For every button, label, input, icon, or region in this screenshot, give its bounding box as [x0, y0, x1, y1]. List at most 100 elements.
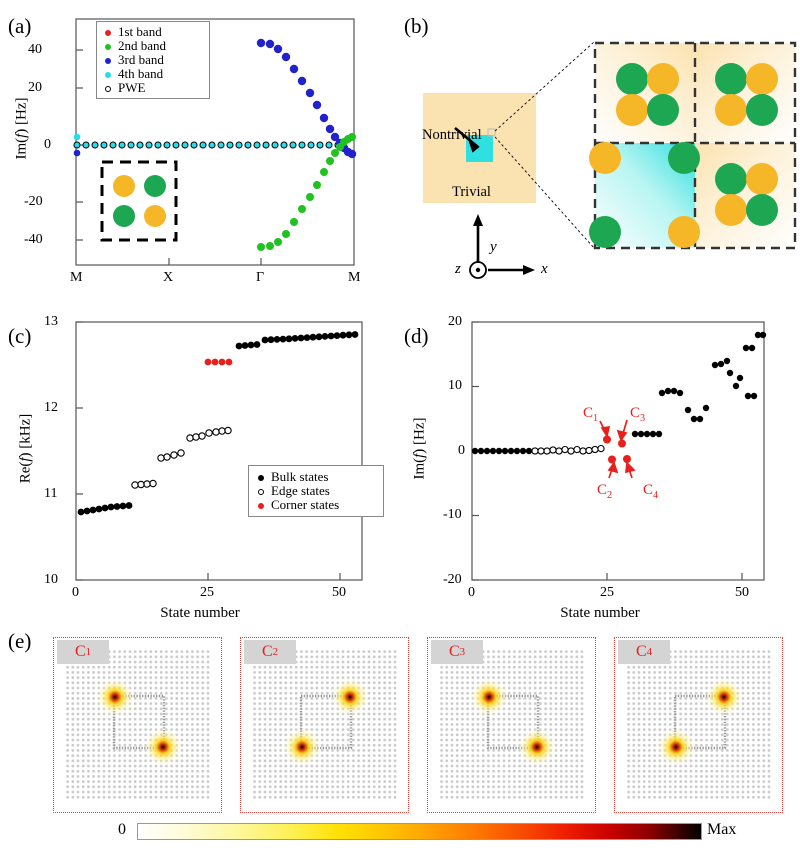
panel-c-xticks	[207, 573, 341, 580]
panel-c-ytick-2: 11	[44, 486, 58, 501]
panel-a-ytick-2: 0	[44, 137, 51, 152]
panel-d-annotation-c2: C2	[597, 482, 613, 501]
unitcell-circle-bottom-right	[144, 205, 166, 227]
panel-c-plot	[75, 321, 363, 581]
defect-square-1	[112, 694, 166, 750]
panel-c-legend: Bulk states Edge states Corner states	[248, 465, 384, 517]
ylabel-a-var: f	[13, 133, 30, 138]
legend-marker-edge-states	[254, 483, 268, 499]
panel-e-tile-1	[53, 637, 222, 813]
legend-marker-pwe	[101, 80, 115, 96]
unitcell-dashed-border	[100, 160, 178, 242]
panel-a-ytick-0: 40	[28, 42, 42, 57]
panel-d-annotation-c1: C1	[583, 405, 599, 424]
legend-item-corner-states: Corner states	[254, 497, 378, 513]
panel-e-tile-4	[614, 637, 783, 813]
panel-d-corner-series	[603, 435, 631, 464]
panel-c-label: (c)	[8, 324, 32, 348]
legend-item-pwe: PWE	[101, 80, 205, 96]
supercell-cell-br	[695, 143, 795, 248]
coordinate-axes	[469, 214, 535, 279]
panel-c-yticks	[76, 321, 83, 581]
panel-a-ytick-1: 20	[28, 80, 42, 95]
axis-x-label: x	[541, 261, 548, 277]
supercell-outer-border	[593, 41, 797, 250]
colorbar	[137, 823, 702, 840]
panel-c-xtick-1: 25	[200, 585, 214, 600]
panel-a-plot	[73, 18, 357, 266]
supercell-br-circle-3	[715, 194, 747, 226]
ylabel-d-pre: Im(	[411, 457, 428, 480]
axis-y-label: y	[490, 239, 497, 255]
field-map-2	[251, 648, 397, 800]
panel-d-xticks	[606, 573, 743, 580]
ylabel-d-var: f	[411, 453, 428, 458]
hotspot-bottom-left-2	[282, 727, 322, 767]
hotspot-bottom-left-4	[656, 727, 696, 767]
panel-a-xtick-1: X	[163, 270, 174, 285]
panel-a-unitcell-inset	[100, 160, 178, 242]
panel-c-ytick-1: 12	[44, 400, 58, 415]
supercell-br-circle-1	[715, 163, 747, 195]
panel-c-corner-series	[204, 358, 233, 366]
supercell-tr-circle-3	[715, 94, 747, 126]
hotspot-top-right-2	[330, 677, 370, 717]
panel-e-label: (e)	[8, 629, 32, 653]
panel-c-edge-series	[131, 426, 232, 489]
panel-d-ytick-0: 20	[448, 314, 462, 329]
legend-item-4th-band: 4th band	[101, 66, 205, 82]
supercell-bl-circle-4	[668, 216, 700, 248]
panel-a-ytick-3: -20	[24, 194, 43, 209]
panel-a-xtick-2: Γ	[256, 270, 265, 285]
supercell-bl-circle-2	[668, 142, 700, 174]
supercell-tl-circle-3	[616, 94, 648, 126]
legend-marker-bulk-states	[254, 469, 268, 485]
legend-label-corner-states: Corner states	[271, 497, 340, 512]
ylabel-a-pre: Im(	[13, 137, 30, 160]
lattice-dots-2	[251, 648, 397, 800]
legend-marker-4th-band	[101, 66, 115, 82]
field-map-3	[438, 648, 584, 800]
supercell-tr-circle-4	[746, 94, 778, 126]
hotspot-top-right-4	[704, 677, 744, 717]
axis-z-label: z	[455, 261, 461, 277]
panel-c-xtick-2: 50	[332, 585, 346, 600]
legend-item-edge-states: Edge states	[254, 483, 378, 499]
colorbar-min-label: 0	[118, 821, 126, 838]
panel-d-bulk-low-series	[471, 447, 533, 455]
legend-label-bulk-states: Bulk states	[271, 469, 329, 484]
legend-item-3rd-band: 3rd band	[101, 52, 205, 68]
supercell-tr-circle-1	[715, 63, 747, 95]
legend-label-3rd-band: 3rd band	[118, 52, 164, 67]
lattice-dots-4	[625, 648, 771, 800]
trivial-label: Trivial	[452, 184, 491, 200]
panel-c-ytick-3: 10	[44, 572, 58, 587]
supercell-bl-circle-1	[589, 142, 621, 174]
panel-d-xtick-1: 25	[600, 585, 614, 600]
panel-a-legend: 1st band 2nd band 3rd band 4th band PWE	[96, 21, 210, 99]
panel-a-band3-series	[256, 38, 357, 159]
supercell-br-circle-4	[746, 194, 778, 226]
supercell-group	[589, 41, 797, 250]
unitcell-circle-top-left	[113, 175, 135, 197]
legend-marker-3rd-band	[101, 52, 115, 68]
legend-item-2nd-band: 2nd band	[101, 38, 205, 53]
zoom-guide-top	[494, 41, 595, 132]
lattice-dots-1	[64, 648, 210, 800]
panel-a-band4-series	[73, 133, 81, 157]
legend-marker-corner-states	[254, 497, 268, 513]
ylabel-d-post: ) [Hz]	[411, 417, 428, 454]
panel-d-edge-series	[531, 444, 605, 455]
field-map-4	[625, 648, 771, 800]
panel-a-ytick-4: -40	[24, 232, 43, 247]
legend-label-4th-band: 4th band	[118, 66, 164, 81]
supercell-tl-circle-2	[647, 63, 679, 95]
panel-d-ytick-3: -10	[443, 507, 462, 522]
panel-a-label: (a)	[8, 14, 32, 38]
legend-label-2nd-band: 2nd band	[118, 38, 167, 53]
supercell-bl-circle-3	[589, 216, 621, 248]
panel-a-xticks	[168, 258, 262, 265]
